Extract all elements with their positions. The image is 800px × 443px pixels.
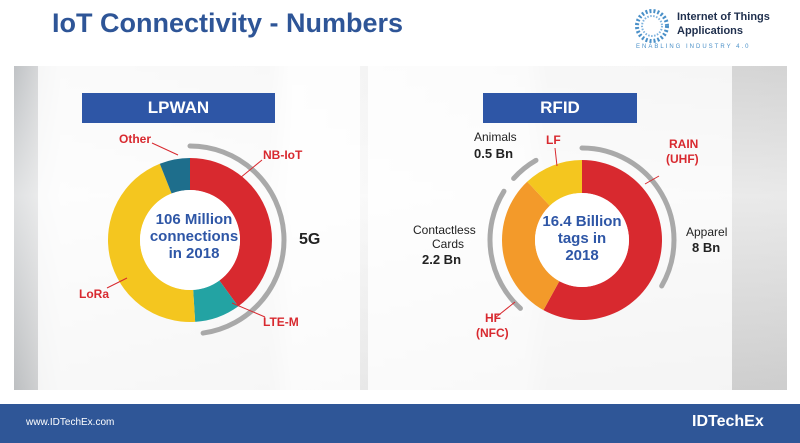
leader-lines bbox=[106, 142, 660, 319]
label-apparel-value: 8 Bn bbox=[692, 240, 721, 255]
rain-leader-line bbox=[644, 175, 660, 185]
rain-uhf-slice bbox=[543, 159, 663, 321]
label-apparel: Apparel bbox=[686, 225, 728, 239]
lpwan-header: LPWAN bbox=[82, 93, 275, 123]
lpwan-center-line-1: 106 Million bbox=[155, 211, 233, 228]
lf-leader-line bbox=[554, 147, 558, 167]
label-hf-line-2: (NFC) bbox=[476, 326, 509, 340]
contactless-bracket bbox=[487, 188, 523, 311]
lte-m-slice bbox=[193, 280, 239, 322]
animals-bracket bbox=[511, 157, 539, 181]
rfid-center-label: 16.4 Billion tags in 2018 bbox=[528, 213, 636, 264]
lpwan-center-line-2: connections bbox=[149, 228, 239, 245]
label-rain-line-2: (UHF) bbox=[666, 152, 699, 166]
label-nb-iot: NB-IoT bbox=[263, 148, 303, 162]
hf-nfc-slice bbox=[501, 181, 560, 311]
label-lora: LoRa bbox=[79, 287, 109, 301]
lora-leader-line bbox=[106, 277, 128, 289]
label-animals-value: 0.5 Bn bbox=[474, 146, 514, 161]
footer-brand: IDTechEx bbox=[692, 413, 764, 430]
nb-iot-slice bbox=[190, 158, 272, 307]
nb-iot-leader-line bbox=[239, 159, 263, 179]
lora-slice bbox=[108, 163, 196, 323]
label-hf-line-1: HF bbox=[485, 311, 501, 325]
other-slice bbox=[159, 158, 190, 194]
donut-hole bbox=[140, 190, 240, 290]
label-contactless-line-1: Contactless bbox=[413, 223, 476, 237]
logo-ring-icon bbox=[635, 9, 669, 43]
iot-applications-logo: Internet of Things Applications ENABLING… bbox=[632, 6, 792, 56]
logo-line-2: Applications bbox=[677, 25, 744, 37]
lpwan-center-line-3: in 2018 bbox=[168, 245, 220, 262]
label-5g: 5G bbox=[299, 231, 321, 248]
lpwan-donut-chart bbox=[108, 143, 287, 336]
hf-leader-line bbox=[494, 301, 516, 319]
lte-m-leader-line bbox=[231, 302, 266, 318]
label-contactless-line-2: Cards bbox=[432, 237, 465, 251]
donut-hole bbox=[535, 193, 629, 287]
label-lf: LF bbox=[546, 133, 561, 147]
footer-bar: www.IDTechEx.com IDTechEx bbox=[0, 404, 800, 443]
rfid-center-line-3: 2018 bbox=[565, 247, 599, 264]
label-contactless-value: 2.2 Bn bbox=[422, 252, 462, 267]
logo-line-1: Internet of Things bbox=[677, 11, 770, 23]
5g-bracket bbox=[187, 143, 287, 336]
label-lte-m: LTE-M bbox=[263, 315, 299, 329]
rfid-donut-chart bbox=[487, 145, 677, 321]
apparel-bracket bbox=[579, 145, 677, 289]
label-animals: Animals bbox=[474, 130, 517, 144]
label-other: Other bbox=[119, 132, 152, 146]
rfid-center-line-1: 16.4 Billion bbox=[542, 213, 622, 230]
rfid-header: RFID bbox=[483, 93, 637, 123]
lpwan-center-label: 106 Million connections in 2018 bbox=[134, 211, 254, 262]
rfid-center-line-2: tags in bbox=[557, 230, 607, 247]
footer-url: www.IDTechEx.com bbox=[26, 417, 115, 428]
label-rain-line-1: RAIN bbox=[669, 137, 699, 151]
lf-slice bbox=[527, 160, 582, 206]
other-leader-line bbox=[151, 142, 179, 156]
logo-tagline: ENABLING INDUSTRY 4.0 bbox=[636, 44, 751, 50]
slide-title: IoT Connectivity - Numbers bbox=[52, 8, 404, 38]
